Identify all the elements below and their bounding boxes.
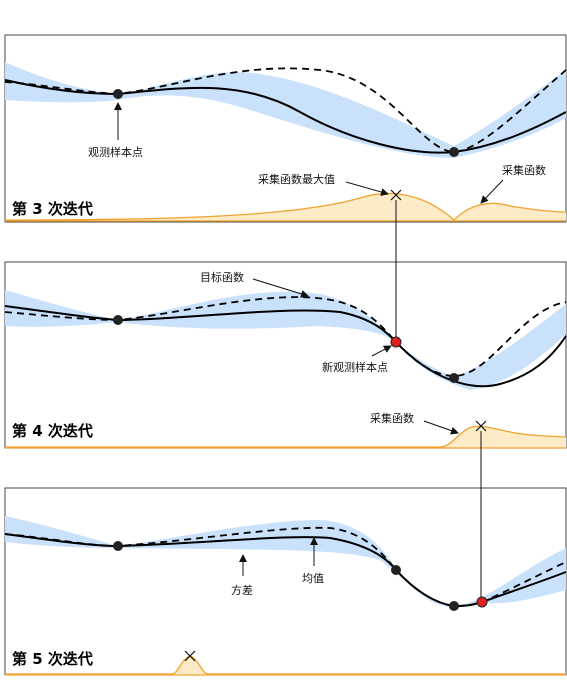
observed-point [113, 315, 123, 325]
panel-iteration-5: 方差 均值 第 5 次迭代 [4, 487, 567, 676]
panel-iteration-3: 观测样本点 采集函数最大值 采集函数 第 3 次迭代 [4, 34, 567, 223]
panel-frame [4, 261, 567, 449]
panel-iteration-4: 目标函数 新观测样本点 采集函数 第 4 次迭代 [4, 261, 567, 449]
acq-function-arrow [423, 420, 459, 435]
observed-point-label: 观测样本点 [88, 145, 143, 159]
acquisition-area [5, 426, 566, 448]
acq-function-label: 采集函数 [370, 411, 414, 425]
new-observed-point [390, 336, 402, 348]
acquisition-function-line [4, 192, 567, 221]
acquisition-max-x-icon [184, 650, 196, 662]
uncertainty-band [5, 62, 566, 158]
uncertainty-band [5, 516, 566, 608]
observed-point [113, 89, 123, 99]
acq-function-label: 采集函数 [502, 163, 546, 177]
acq-max-arrow [345, 181, 389, 196]
panel-frame [4, 34, 567, 223]
acquisition-function-line [5, 425, 567, 448]
mean-line [4, 305, 567, 388]
iteration-title: 第 5 次迭代 [12, 650, 93, 668]
panel-frame [4, 487, 567, 676]
objective-arrow [252, 278, 309, 298]
mean-line [4, 79, 567, 154]
observed-point [449, 601, 459, 611]
new-point-label: 新观测样本点 [322, 360, 388, 374]
iteration-title: 第 3 次迭代 [12, 200, 93, 218]
iteration-title: 第 4 次迭代 [12, 422, 93, 440]
acquisition-max-x-icon [390, 189, 402, 201]
observed-point [113, 541, 123, 551]
objective-label: 目标函数 [200, 270, 244, 284]
new-point-arrow [371, 345, 392, 357]
objective-function-line [4, 67, 567, 153]
acquisition-max-x-icon [475, 420, 487, 432]
observed-point [449, 147, 459, 157]
new-observed-point [476, 596, 488, 608]
observed-point [449, 373, 459, 383]
observed-point [391, 565, 401, 575]
acquisition-area [5, 193, 566, 221]
acq-max-label: 采集函数最大值 [258, 172, 335, 186]
mean-label: 均值 [302, 572, 324, 585]
uncertainty-band [5, 290, 566, 390]
acq-function-arrow [480, 179, 504, 204]
variance-label: 方差 [231, 583, 253, 597]
